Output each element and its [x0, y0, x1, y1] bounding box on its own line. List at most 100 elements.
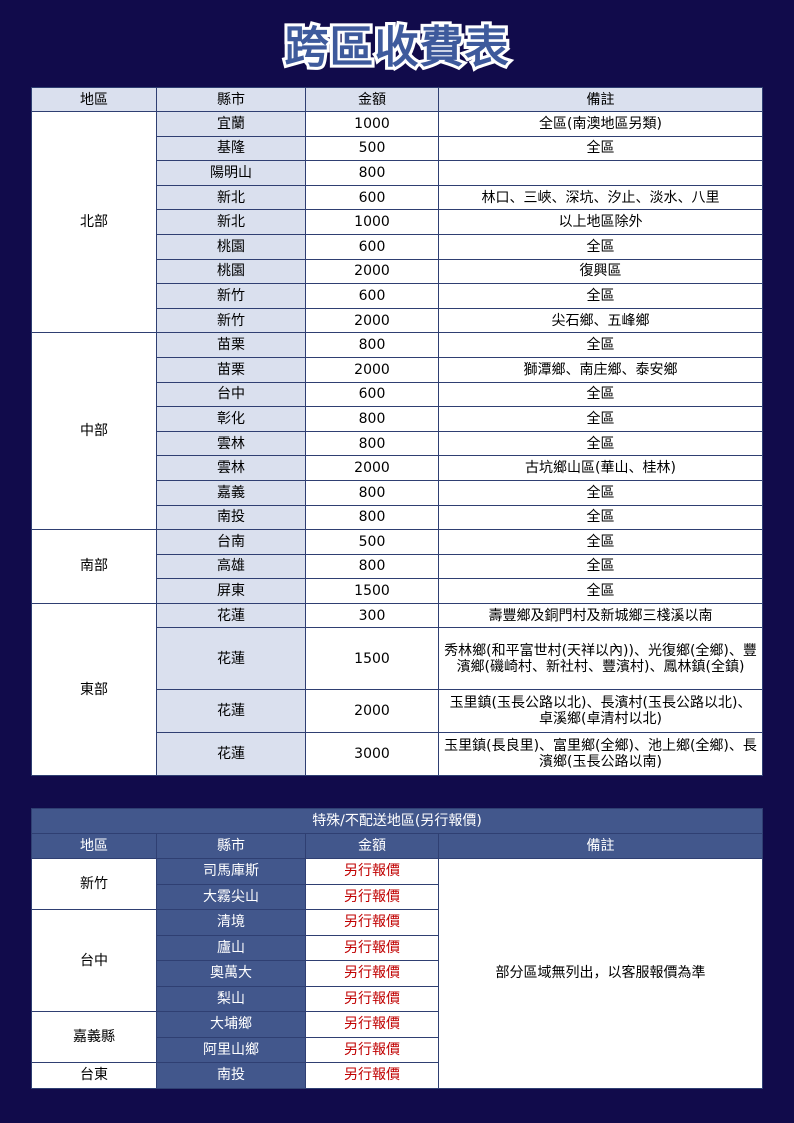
- amount-cell: 800: [305, 406, 439, 432]
- amount-cell: 另行報價: [305, 858, 439, 885]
- note-cell: 林口、三峽、深坑、汐止、淡水、八里: [438, 184, 763, 211]
- city-cell: 嘉義: [156, 479, 306, 506]
- note-cell: 尖石鄉、五峰鄉: [438, 307, 763, 334]
- region-cell: 東部: [31, 602, 157, 777]
- city-cell: 宜蘭: [156, 111, 306, 137]
- note-cell: 全區: [438, 406, 763, 432]
- table-row: 奧萬大 另行報價: [32, 960, 763, 987]
- table-row: 中部 苗栗 800 全區: [31, 332, 763, 531]
- amount-cell: 2000: [305, 258, 439, 285]
- table-row: 雲林 800 全區: [32, 430, 763, 457]
- region-cell: 中部: [31, 332, 157, 531]
- table-row: 苗栗 2000 獅潭鄉、南庄鄉、泰安鄉: [32, 356, 763, 383]
- city-cell: 桃園: [156, 233, 306, 260]
- table-header-row: 地區 縣市 金額 備註: [31, 87, 763, 112]
- table-row: 花蓮 2000 玉里鎮(玉長公路以北)、長濱村(玉長公路以北)、卓溪鄉(卓清村以北): [32, 689, 763, 734]
- table-row: 大霧尖山 另行報價: [32, 883, 763, 910]
- note-cell: 獅潭鄉、南庄鄉、泰安鄉: [438, 356, 763, 383]
- table-row: 東部 花蓮 300 壽豐鄉及銅門村及新城鄉三棧溪以南: [31, 602, 763, 777]
- city-cell: 苗栗: [156, 356, 306, 383]
- amount-cell: 1000: [305, 209, 439, 235]
- city-cell: 花蓮: [156, 732, 306, 777]
- header-amount: 金額: [305, 833, 439, 859]
- table-row: 新北 600 林口、三峽、深坑、汐止、淡水、八里: [32, 184, 763, 211]
- table-row: 台中 600 全區: [32, 381, 763, 408]
- table-row: 新竹 司馬庫斯 另行報價 部分區域無列出，以客服報價為準: [31, 858, 764, 1089]
- page-title: 跨區收費表: [282, 19, 512, 76]
- amount-cell: 2000: [305, 455, 439, 481]
- city-cell: 新竹: [156, 307, 306, 334]
- amount-cell: 另行報價: [305, 934, 439, 961]
- city-cell: 奧萬大: [156, 960, 306, 987]
- city-cell: 廬山: [156, 934, 306, 961]
- city-cell: 花蓮: [156, 627, 306, 691]
- city-cell: 屏東: [156, 578, 306, 604]
- amount-cell: 另行報價: [305, 960, 439, 987]
- city-cell: 雲林: [156, 455, 306, 481]
- note-cell: 復興區: [438, 258, 763, 285]
- region-cell: 北部: [31, 110, 157, 334]
- amount-cell: 600: [305, 233, 439, 260]
- note-cell: 玉里鎮(玉長公路以北)、長濱村(玉長公路以北)、卓溪鄉(卓清村以北): [438, 689, 763, 734]
- city-cell: 新竹: [156, 283, 306, 309]
- amount-cell: 另行報價: [305, 909, 439, 936]
- table-row: 花蓮 3000 玉里鎮(長良里)、富里鄉(全鄉)、池上鄉(全鄉)、長濱鄉(玉長公路以…: [32, 732, 763, 777]
- note-cell: 全區: [438, 135, 763, 162]
- table-row: 廬山 另行報價: [32, 934, 763, 961]
- note-cell: 全區: [438, 553, 763, 580]
- note-cell: [438, 160, 763, 186]
- table-row: 新北 1000 以上地區除外: [32, 209, 763, 235]
- header-city: 縣市: [156, 833, 306, 859]
- table-row: 南投 800 全區: [32, 504, 763, 531]
- region-cell: 新竹: [31, 858, 157, 910]
- amount-cell: 800: [305, 504, 439, 531]
- header-amount: 金額: [305, 87, 439, 112]
- amount-cell: 另行報價: [305, 1011, 439, 1038]
- note-cell: 全區: [438, 381, 763, 408]
- table-row: 嘉義 800 全區: [32, 479, 763, 506]
- cross-region-fee-table: 地區 縣市 金額 備註 北部 宜蘭 1000 全區(南澳地區另類) 基隆 500 全區 陽明山…: [31, 87, 763, 777]
- amount-cell: 300: [305, 602, 439, 629]
- city-cell: 基隆: [156, 135, 306, 162]
- table-row: 陽明山 800: [32, 160, 763, 186]
- note-cell: 全區: [438, 283, 763, 309]
- amount-cell: 2000: [305, 356, 439, 383]
- city-cell: 南投: [156, 1062, 306, 1089]
- note-cell: 全區: [438, 479, 763, 506]
- city-cell: 大霧尖山: [156, 883, 306, 910]
- amount-cell: 另行報價: [305, 985, 439, 1012]
- table-row: 台東 南投 另行報價: [31, 1062, 763, 1089]
- city-cell: 梨山: [156, 985, 306, 1012]
- note-cell: 秀林鄉(和平富世村(天祥以內))、光復鄉(全鄉)、豐濱鄉(磯崎村、新社村、豐濱村…: [438, 627, 763, 691]
- city-cell: 新北: [156, 184, 306, 211]
- amount-cell: 3000: [305, 732, 439, 777]
- table-row: 雲林 2000 古坑鄉山區(華山、桂林): [32, 455, 763, 481]
- amount-cell: 500: [305, 135, 439, 162]
- amount-cell: 800: [305, 160, 439, 186]
- header-region: 地區: [31, 87, 157, 112]
- amount-cell: 600: [305, 381, 439, 408]
- amount-cell: 600: [305, 184, 439, 211]
- note-cell: 全區: [438, 332, 763, 358]
- amount-cell: 800: [305, 553, 439, 580]
- table-row: 新竹 2000 尖石鄉、五峰鄉: [32, 307, 763, 334]
- table-row: 梨山 另行報價: [32, 985, 763, 1012]
- table-caption: 特殊/不配送地區(另行報價): [30, 808, 764, 834]
- amount-cell: 2000: [305, 689, 439, 734]
- table-row: 彰化 800 全區: [32, 406, 763, 432]
- note-cell: 全區: [438, 529, 763, 555]
- amount-cell: 1500: [305, 578, 439, 604]
- city-cell: 大埔鄉: [156, 1011, 306, 1038]
- amount-cell: 1000: [305, 111, 439, 137]
- header-city: 縣市: [156, 87, 306, 112]
- city-cell: 苗栗: [156, 332, 306, 358]
- table-row: 桃園 2000 復興區: [32, 258, 763, 285]
- city-cell: 高雄: [156, 553, 306, 580]
- amount-cell: 1500: [305, 627, 439, 691]
- table-row: 嘉義縣 大埔鄉 另行報價: [31, 1011, 763, 1063]
- city-cell: 彰化: [156, 406, 306, 432]
- region-cell: 台中: [31, 909, 157, 1012]
- note-cell: 部分區域無列出，以客服報價為準: [437, 858, 764, 1089]
- city-cell: 桃園: [156, 258, 306, 285]
- table-row: 阿里山鄉 另行報價: [32, 1036, 763, 1063]
